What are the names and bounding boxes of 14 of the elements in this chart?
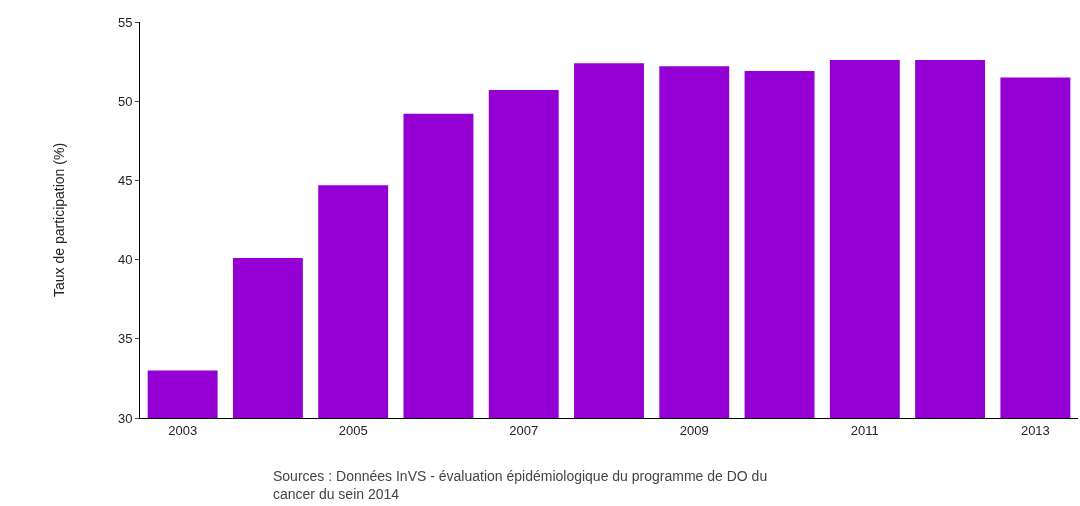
x-tick-label: 2003 (168, 422, 198, 438)
y-tick-label: 50 (117, 93, 133, 109)
source-note: Sources : Données InVS - évaluation épidémiologique du programme de DO du cancer du sein 2014 (273, 468, 768, 503)
x-tick-label: 2013 (1020, 422, 1050, 438)
y-tick-label: 40 (117, 252, 133, 268)
y-tick-label: 55 (117, 14, 133, 30)
x-tick-label: 2009 (679, 422, 709, 438)
y-tick-label: 35 (117, 331, 133, 347)
y-tick-label: 30 (117, 410, 133, 426)
y-tick-label: 45 (117, 172, 133, 188)
x-tick-label: 2007 (509, 422, 539, 438)
y-axis-title: Taux de participation (%) (50, 142, 67, 298)
x-tick-label: 2005 (338, 422, 368, 438)
x-tick-label: 2011 (850, 422, 879, 438)
